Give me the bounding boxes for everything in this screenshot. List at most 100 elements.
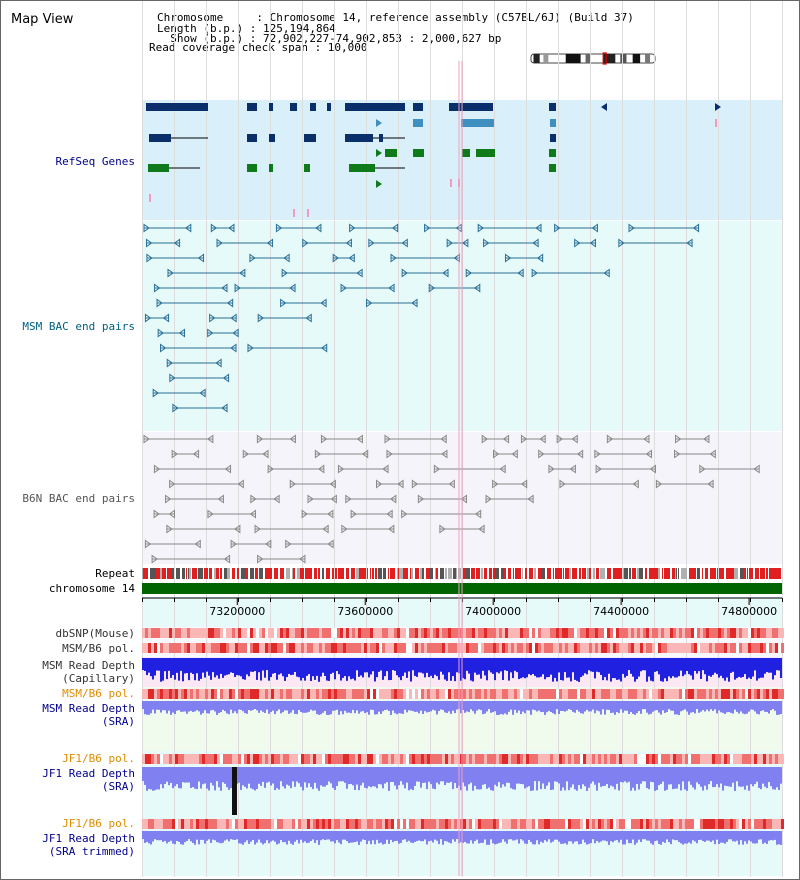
jf1-pol2-heat-cell[interactable] (448, 819, 451, 829)
repeat-block[interactable] (359, 568, 363, 579)
gene-exon[interactable] (269, 134, 275, 142)
jf1-trimmed-depth-bar[interactable] (614, 831, 616, 841)
jf1-trimmed-depth-bar[interactable] (430, 831, 432, 841)
jf1-sra-depth-bar[interactable] (640, 767, 642, 784)
bac-end-left[interactable] (465, 268, 473, 278)
msm-pol-heat-cell[interactable] (706, 643, 709, 653)
msm-capillary-depth-bar[interactable] (620, 658, 622, 682)
jf1-pol-heat-cell[interactable] (496, 754, 499, 764)
jf1-pol-heat-cell[interactable] (145, 754, 148, 764)
msm-capillary-depth-bar[interactable] (276, 658, 278, 680)
dbsnp-heat-cell[interactable] (532, 628, 535, 638)
msm-sra-depth-bar[interactable] (654, 701, 656, 711)
msm-capillary-depth-bar[interactable] (550, 658, 552, 675)
msm-sra-depth-bar[interactable] (756, 701, 758, 714)
msm-pol-heat-cell[interactable] (235, 643, 238, 653)
dbsnp-heat-cell[interactable] (706, 628, 709, 638)
dbsnp-heat-cell[interactable] (529, 628, 532, 638)
jf1-sra-depth-bar[interactable] (362, 767, 364, 783)
jf1-sra-depth-bar[interactable] (474, 767, 476, 786)
msm-pol-heat-cell[interactable] (193, 643, 196, 653)
msm-capillary-depth-bar[interactable] (342, 658, 344, 678)
msm-pol2-heat-cell[interactable] (448, 689, 451, 699)
msm-pol-heat-cell[interactable] (169, 643, 172, 653)
jf1-sra-depth-bar[interactable] (564, 767, 566, 791)
dbsnp-heat-cell[interactable] (589, 628, 592, 638)
msm-sra-depth-bar[interactable] (716, 701, 718, 714)
msm-sra-depth-bar[interactable] (758, 701, 760, 715)
jf1-pol-heat-cell[interactable] (730, 754, 733, 764)
jf1-trimmed-depth-bar[interactable] (166, 831, 168, 844)
msm-sra-depth-bar[interactable] (264, 701, 266, 714)
msm-sra-depth-bar[interactable] (312, 701, 314, 711)
msm-pol2-heat-cell[interactable] (259, 689, 262, 699)
jf1-pol2-heat-cell[interactable] (367, 819, 370, 829)
jf1-pol2-heat-cell[interactable] (658, 819, 661, 829)
jf1-trimmed-depth-bar[interactable] (234, 831, 236, 840)
dbsnp-heat-cell[interactable] (265, 628, 268, 638)
msm-sra-depth-bar[interactable] (512, 701, 514, 715)
jf1-pol2-heat-cell[interactable] (418, 819, 421, 829)
jf1-pol-heat-cell[interactable] (706, 754, 709, 764)
msm-pol2-heat-cell[interactable] (589, 689, 592, 699)
gene-marker[interactable] (149, 194, 151, 202)
jf1-sra-depth-bar[interactable] (150, 767, 152, 790)
repeat-block[interactable] (685, 568, 687, 579)
msm-capillary-depth-bar[interactable] (196, 658, 198, 674)
msm-capillary-depth-bar[interactable] (746, 658, 748, 680)
jf1-trimmed-depth-bar[interactable] (486, 831, 488, 845)
msm-sra-depth-bar[interactable] (418, 701, 420, 714)
msm-capillary-depth-bar[interactable] (190, 658, 192, 673)
bac-end-right[interactable] (603, 268, 610, 278)
msm-pol-heat-cell[interactable] (397, 643, 400, 653)
msm-pol2-heat-cell[interactable] (568, 689, 571, 699)
dbsnp-heat-cell[interactable] (451, 628, 454, 638)
msm-sra-depth-bar[interactable] (522, 701, 524, 712)
msm-capillary-depth-bar[interactable] (672, 658, 674, 677)
msm-sra-depth-bar[interactable] (542, 701, 544, 712)
msm-capillary-depth-bar[interactable] (456, 658, 458, 673)
msm-sra-depth-bar[interactable] (670, 701, 672, 711)
jf1-pol2-heat-cell[interactable] (361, 819, 364, 829)
msm-sra-depth-bar[interactable] (416, 701, 418, 712)
msm-capillary-depth-bar[interactable] (614, 658, 616, 679)
msm-pol-heat-cell[interactable] (328, 643, 331, 653)
bac-end-right[interactable] (387, 524, 395, 534)
repeat-block[interactable] (188, 568, 189, 579)
gene-exon[interactable] (349, 164, 375, 172)
bac-end-left[interactable] (390, 253, 397, 263)
jf1-sra-depth-bar[interactable] (454, 767, 456, 783)
msm-pol-heat-cell[interactable] (754, 643, 757, 653)
msm-sra-depth-bar[interactable] (272, 701, 274, 711)
msm-capillary-depth-bar[interactable] (618, 658, 620, 680)
msm-pol2-heat-cell[interactable] (466, 689, 469, 699)
msm-sra-depth-bar[interactable] (316, 701, 318, 715)
msm-pol-heat-cell[interactable] (700, 643, 703, 653)
dbsnp-heat-cell[interactable] (463, 628, 466, 638)
msm-pol2-heat-cell[interactable] (151, 689, 154, 699)
dbsnp-heat-cell[interactable] (352, 628, 355, 638)
dbsnp-heat-cell[interactable] (637, 628, 640, 638)
jf1-trimmed-depth-bar[interactable] (230, 831, 232, 840)
bac-end-right[interactable] (232, 328, 239, 338)
msm-pol2-heat-cell[interactable] (364, 689, 367, 699)
msm-capillary-depth-bar[interactable] (726, 658, 728, 678)
bac-end-right[interactable] (517, 268, 524, 278)
msm-capillary-depth-bar[interactable] (492, 658, 494, 674)
msm-pol2-heat-cell[interactable] (247, 689, 250, 699)
jf1-pol2-heat-cell[interactable] (526, 819, 529, 829)
jf1-pol2-heat-cell[interactable] (157, 819, 160, 829)
repeat-block[interactable] (448, 568, 452, 579)
jf1-pol2-heat-cell[interactable] (607, 819, 610, 829)
msm-sra-depth-bar[interactable] (152, 701, 154, 710)
msm-pol2-heat-cell[interactable] (223, 689, 226, 699)
msm-pol-heat-cell[interactable] (748, 643, 751, 653)
jf1-trimmed-depth-bar[interactable] (620, 831, 622, 840)
msm-capillary-depth-bar[interactable] (326, 658, 328, 681)
jf1-trimmed-depth-bar[interactable] (718, 831, 720, 845)
jf1-trimmed-depth-bar[interactable] (326, 831, 328, 840)
msm-capillary-depth-bar[interactable] (320, 658, 322, 677)
jf1-pol2-heat-cell[interactable] (562, 819, 565, 829)
msm-pol2-heat-cell[interactable] (700, 689, 703, 699)
jf1-trimmed-depth-bar[interactable] (678, 831, 680, 842)
